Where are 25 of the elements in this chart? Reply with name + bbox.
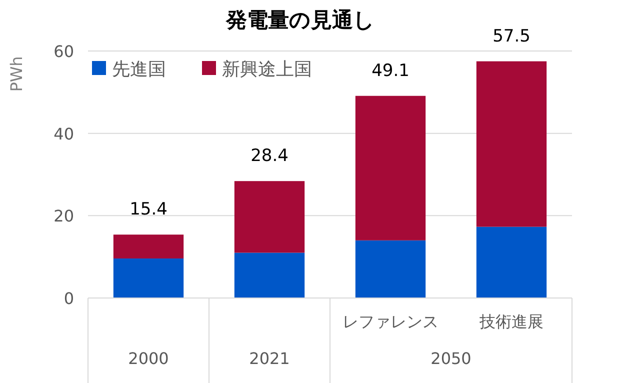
total-label: 15.4: [130, 200, 168, 220]
bar: [476, 61, 547, 227]
y-tick-label: 60: [54, 42, 74, 61]
y-tick-label: 20: [54, 206, 74, 226]
x-tick-label: レファレンス: [342, 312, 438, 331]
x-tick-label: 2021: [249, 349, 290, 368]
x-tick-label: 2000: [128, 349, 169, 368]
bar: [234, 252, 305, 298]
total-label: 57.5: [492, 26, 530, 46]
bar: [234, 181, 305, 253]
y-tick-label: 40: [54, 124, 74, 144]
total-label: 49.1: [372, 60, 410, 81]
chart-title: 発電量の見通し: [225, 8, 375, 32]
total-label: 28.4: [250, 146, 288, 166]
text: 2050: [430, 349, 472, 368]
y-tick-label: 0: [64, 289, 74, 308]
y-axis-title: PWh: [7, 56, 26, 92]
x-tick-label: 技術進展: [478, 312, 544, 331]
legend-label: 新興途上国: [222, 59, 312, 80]
bar: [113, 258, 184, 298]
bar: [355, 240, 426, 298]
legend-label: 先進国: [112, 59, 166, 80]
bar: [113, 234, 184, 258]
bar: [355, 96, 426, 240]
bar: [476, 226, 547, 298]
